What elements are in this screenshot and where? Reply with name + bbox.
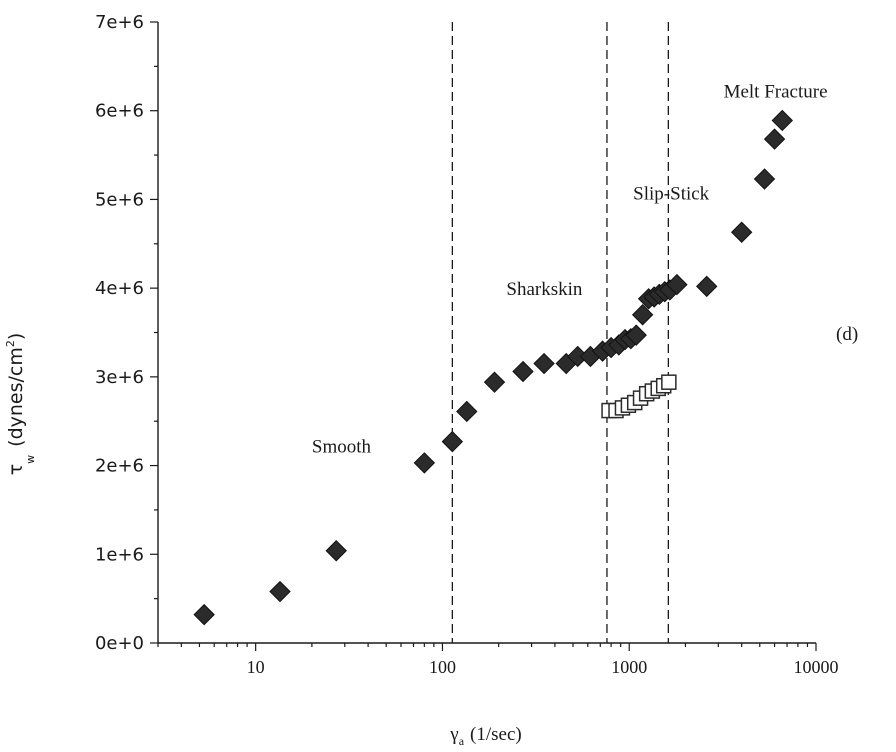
x-axis-title: γa (1/sec) [449, 724, 521, 748]
data-point-diamond [533, 352, 555, 375]
data-point-diamond [456, 400, 478, 423]
y-axis-superscript: 2 [4, 340, 17, 347]
open-square-series [601, 374, 677, 419]
region-annotation: Sharkskin [506, 279, 583, 300]
x-tick-label: 100 [429, 657, 456, 677]
panel-label: (d) [836, 324, 858, 345]
x-axis: 10 100 1000 10000 [157, 643, 839, 677]
x-tick-label: 10 [247, 657, 265, 677]
y-axis: 0e+0 1e+6 2e+6 3e+6 4e+6 5e+6 6e+6 7e+6 [95, 12, 158, 654]
data-point-diamond [625, 324, 647, 346]
data-point-diamond [512, 360, 534, 383]
x-tick-label: 1000 [611, 657, 647, 677]
data-point-diamond [413, 452, 436, 474]
x-axis-symbol: γ [449, 724, 458, 745]
y-axis-unit: (dynes/cm [5, 347, 27, 447]
data-point-diamond [696, 275, 718, 298]
y-tick-label: 2e+6 [95, 456, 144, 477]
data-point-diamond [771, 109, 794, 132]
y-axis-title: τw (dynes/cm2) [4, 333, 37, 476]
region-annotation: Melt Fracture [724, 81, 828, 102]
x-axis-subscript: a [459, 734, 465, 748]
filled-diamond-series [193, 109, 794, 626]
y-axis-subscript: w [24, 455, 37, 464]
svg-text:τw(dynes/cm2): τw (dynes/cm2) [4, 333, 37, 476]
region-annotation: Slip-Stick [633, 183, 710, 204]
data-point-diamond [763, 128, 786, 150]
y-tick-label: 0e+0 [95, 633, 144, 654]
y-axis-close: ) [5, 333, 27, 340]
y-tick-label: 7e+6 [95, 12, 144, 33]
y-tick-label: 3e+6 [95, 367, 144, 388]
region-annotation: Smooth [312, 436, 372, 457]
data-point-diamond [483, 371, 506, 393]
data-point-diamond [730, 221, 753, 243]
data-point-diamond [441, 430, 464, 453]
data-point-diamond [193, 603, 215, 626]
data-point-diamond [631, 304, 654, 326]
y-tick-label: 6e+6 [95, 101, 144, 122]
x-tick-label: 10000 [794, 657, 839, 677]
data-point-square [661, 374, 677, 390]
data-point-diamond [269, 580, 291, 603]
y-axis-symbol: τ [5, 464, 27, 475]
y-tick-label: 5e+6 [95, 189, 144, 210]
x-axis-unit: (1/sec) [470, 724, 522, 745]
data-point-diamond [753, 168, 776, 190]
plot-area [157, 22, 816, 644]
data-point-diamond [666, 273, 688, 296]
y-tick-label: 1e+6 [95, 544, 144, 565]
region-boundaries [451, 22, 670, 643]
y-tick-label: 4e+6 [95, 278, 144, 299]
region-annotations: Smooth Sharkskin Slip-Stick Melt Fracture [312, 81, 828, 457]
data-point-diamond [325, 540, 347, 562]
